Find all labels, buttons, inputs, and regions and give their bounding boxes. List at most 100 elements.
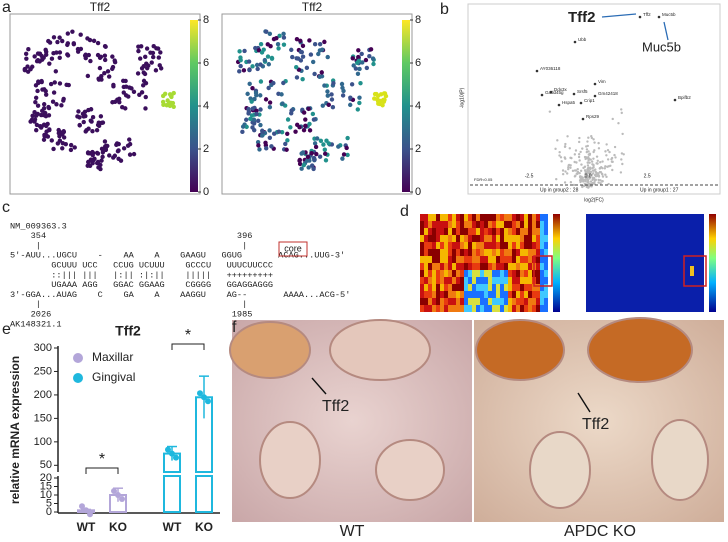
umap-dot: [49, 138, 54, 143]
umap-dot: [88, 58, 93, 64]
umap-dot: [300, 76, 305, 82]
volcano-point: [592, 138, 595, 141]
umap-dot: [28, 119, 33, 124]
heatmap-cell: [504, 284, 508, 291]
y-tick-label: 250: [34, 365, 52, 377]
heatmap-cell: [432, 284, 436, 291]
umap-dot: [246, 106, 251, 112]
heatmap-cell: [500, 284, 504, 291]
heatmap-cell: [460, 263, 464, 270]
heatmap-cell: [432, 249, 436, 256]
umap-dot: [372, 91, 378, 97]
umap-dot: [82, 53, 88, 58]
volcano-point: [567, 166, 570, 169]
heatmap-cell: [516, 242, 520, 249]
volcano-point: [593, 141, 596, 144]
heatmap-cell: [440, 249, 444, 256]
heatmap-cell: [516, 214, 520, 221]
volcano-point: [576, 170, 580, 174]
umap-dot: [51, 35, 57, 40]
heatmap-cell: [448, 242, 452, 249]
umap-dot: [252, 127, 257, 133]
volcano-point: [586, 164, 590, 167]
umap-dot: [312, 157, 317, 162]
umap-dot: [255, 139, 261, 145]
heatmap-cell: [472, 305, 476, 312]
umap-dot: [367, 54, 372, 59]
heatmap-cell: [448, 214, 452, 221]
heatmap-cell: [472, 228, 476, 235]
umap-dot: [274, 35, 279, 41]
volcano-point: [597, 172, 600, 175]
heatmap-cell: [444, 242, 448, 249]
heatmap-cell: [424, 291, 428, 298]
volcano-point: [572, 183, 576, 187]
heatmap-cell: [484, 228, 488, 235]
umap-dot: [57, 50, 63, 55]
heatmap-cell: [464, 221, 468, 228]
gene-point: [572, 92, 576, 96]
umap-dot: [312, 141, 318, 146]
arrow: [601, 13, 637, 18]
heatmap-cell: [528, 221, 532, 228]
heatmap-cell: [544, 256, 548, 263]
heatmap-cell: [512, 221, 516, 228]
umap-dot: [50, 99, 56, 104]
heatmap-cell: [532, 298, 536, 305]
umap-dot: [51, 90, 57, 95]
heatmap-cell: [456, 235, 460, 242]
heatmap-cell: [448, 270, 452, 277]
heatmap-cell: [540, 277, 544, 284]
gene-point: [535, 69, 539, 73]
heatmap-cell: [456, 214, 460, 221]
heatmap-cell: [544, 305, 548, 312]
volcano-point: [604, 150, 607, 153]
umap-dot: [322, 39, 327, 45]
colorbar-tick-label: 0: [203, 186, 209, 198]
heatmap-cell: [520, 249, 524, 256]
volcano-point: [586, 174, 589, 177]
heatmap-cell: [484, 284, 488, 291]
heatmap-cell: [464, 249, 468, 256]
heatmap-cell: [444, 277, 448, 284]
umap-dot: [345, 135, 350, 141]
heatmap-cell: [540, 214, 544, 221]
volcano-point: [573, 160, 576, 164]
heatmap-cell: [512, 235, 516, 242]
umap-dot: [348, 95, 353, 100]
umap-dot: [41, 55, 46, 60]
heatmap-cell: [452, 256, 456, 263]
heatmap-cell: [452, 221, 456, 228]
gene-label: Crip1: [584, 98, 595, 103]
umap-dot: [136, 44, 141, 49]
heatmap-cell: [444, 305, 448, 312]
umap-dot: [331, 81, 336, 86]
y-tick-label: 0: [46, 506, 52, 518]
alignment-line: 354 396: [10, 231, 252, 241]
heatmap-cell: [488, 298, 492, 305]
umap-dot: [117, 99, 122, 105]
heatmap-cell: [480, 249, 484, 256]
heatmap-cell: [456, 228, 460, 235]
heatmap-cell: [460, 305, 464, 312]
umap-dot: [380, 103, 385, 108]
heatmap-cell: [488, 305, 492, 312]
umap-dot: [72, 145, 77, 150]
panel-label: b: [440, 1, 449, 18]
volcano-point: [573, 153, 577, 156]
umap-dot: [78, 46, 84, 52]
umap-dot: [48, 81, 54, 87]
heatmap-cell: [484, 249, 488, 256]
umap-dot: [376, 101, 381, 106]
heatmap-cell: [532, 305, 536, 312]
heatmap-cell: [420, 284, 424, 291]
heatmap-cell: [472, 249, 476, 256]
heatmap-cell: [532, 214, 536, 221]
alignment-line: UGAAA AGG GGAC GGAAG CGGGG GGAGGAGGG: [10, 280, 273, 290]
heatmap-cell: [524, 242, 528, 249]
umap-dot: [112, 99, 118, 105]
heatmap-cell: [472, 256, 476, 263]
heatmap-cell: [496, 221, 500, 228]
umap-dot: [314, 151, 319, 157]
heatmap-cell: [492, 277, 496, 284]
